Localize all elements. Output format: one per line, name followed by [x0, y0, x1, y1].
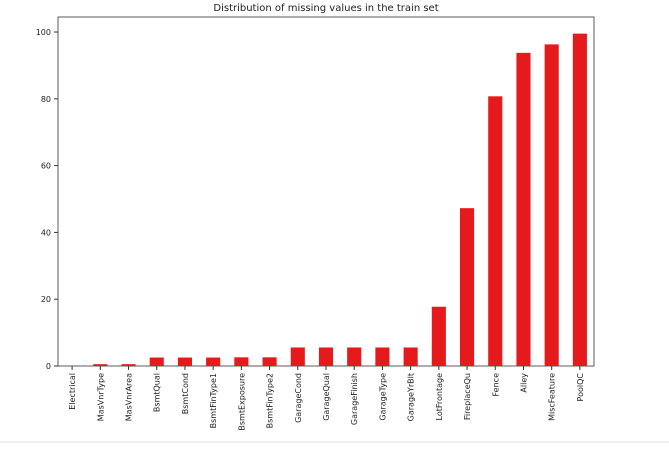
bar [121, 364, 136, 366]
x-tick-label: BsmtCond [181, 373, 190, 414]
y-tick-label: 80 [41, 95, 51, 104]
x-tick-label: FireplaceQu [463, 373, 472, 420]
y-tick-label: 20 [41, 295, 51, 304]
x-tick-label: BsmtFinType1 [209, 373, 218, 428]
bar [375, 347, 390, 366]
plot-frame [57, 16, 595, 367]
x-tick-label: BsmtFinType2 [266, 373, 275, 428]
x-tick-label: GarageYrBlt [407, 373, 416, 421]
x-tick-label: Alley [519, 373, 528, 393]
y-tick-label: 0 [46, 362, 51, 371]
bar [516, 52, 531, 367]
x-tick-label: Fence [491, 373, 500, 397]
bar [318, 347, 334, 366]
chart-title: Distribution of missing values in the tr… [213, 3, 438, 14]
bar [460, 208, 475, 366]
x-tick-label: MasVnrType [96, 373, 105, 421]
x-tick-label: MasVnrArea [125, 373, 134, 421]
bar [206, 357, 221, 366]
x-tick-label: BsmtExposure [237, 373, 246, 431]
x-tick-label: LotFrontage [435, 373, 444, 421]
bar [403, 347, 418, 366]
bar [234, 357, 249, 366]
y-tick-label: 100 [36, 28, 51, 37]
x-tick-label: Electrical [68, 373, 77, 410]
x-tick-label: GarageType [378, 373, 387, 421]
y-tick-label: 60 [41, 162, 51, 171]
bar [262, 357, 277, 366]
bar [347, 347, 362, 366]
bar [177, 357, 192, 366]
x-tick-label: GarageFinish [350, 373, 359, 425]
x-tick-label: GarageCond [294, 373, 303, 423]
bar [93, 364, 108, 366]
bar [290, 347, 305, 366]
x-tick-label: PoolQC [576, 373, 585, 402]
bar [572, 33, 587, 366]
bar [431, 306, 446, 366]
x-tick-label: MiscFeature [548, 373, 557, 421]
x-tick-label: BsmtQual [153, 373, 162, 412]
y-tick-label: 40 [41, 228, 51, 237]
bar [488, 96, 503, 367]
x-tick-label: GarageQual [322, 373, 331, 421]
bar [544, 44, 559, 366]
bar [149, 357, 164, 366]
